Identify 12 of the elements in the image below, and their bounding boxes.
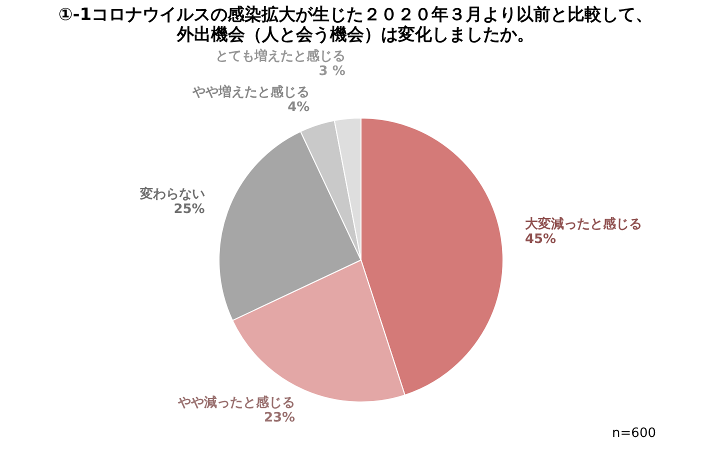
- slice-label: 変わらない: [138, 186, 205, 202]
- slice-label: とても増えたと感じる: [215, 48, 346, 64]
- data-label: 23%: [264, 410, 296, 426]
- text: n=600: [612, 426, 656, 441]
- data-label: 4%: [288, 100, 310, 116]
- slice-label: 大変減ったと感じる: [524, 216, 642, 232]
- chart-title: ①-1コロナウイルスの感染拡大が生じた２０２０年３月より以前と比較して、外出機会（人と会う機会）は変化しましたか。: [58, 5, 653, 45]
- data-label: 3 %: [318, 64, 346, 80]
- data-label: 45%: [524, 232, 556, 248]
- data-label: 25%: [174, 202, 205, 217]
- slice-label: やや減ったと感じる: [177, 394, 296, 410]
- slice-label: やや増えたと感じる: [192, 84, 310, 100]
